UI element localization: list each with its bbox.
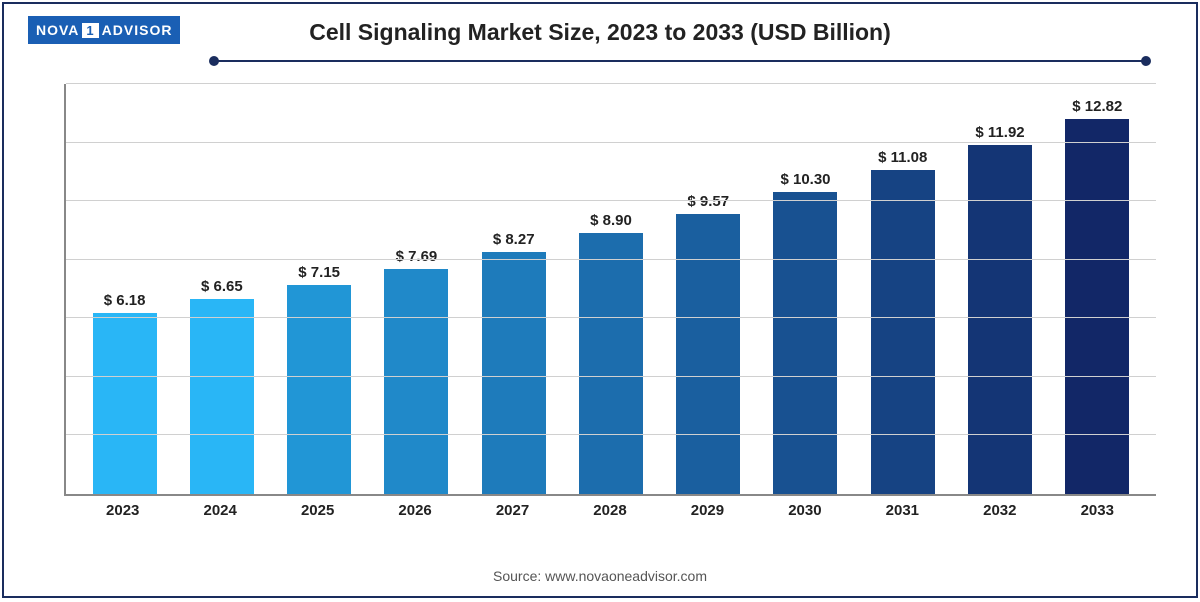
x-axis-label: 2023 <box>74 502 171 526</box>
bar <box>773 192 837 494</box>
bar-wrap: $ 7.15 <box>271 84 368 494</box>
source-text: Source: www.novaoneadvisor.com <box>4 568 1196 584</box>
bar-wrap: $ 6.18 <box>76 84 173 494</box>
bar <box>968 145 1032 494</box>
plot-area: $ 6.18 $ 6.65 $ 7.15 $ 7.69 $ 8.27 $ 8.90 $ 9.… <box>64 84 1156 496</box>
bar <box>482 252 546 494</box>
bar-value-label: $ 10.30 <box>780 171 830 188</box>
bar-wrap: $ 6.65 <box>173 84 270 494</box>
bar-chart: $ 6.18 $ 6.65 $ 7.15 $ 7.69 $ 8.27 $ 8.90 $ 9.… <box>64 84 1156 526</box>
grid-line <box>66 142 1156 143</box>
bar-value-label: $ 7.15 <box>298 264 340 281</box>
chart-title: Cell Signaling Market Size, 2023 to 2033… <box>4 19 1196 46</box>
bar-wrap: $ 9.57 <box>660 84 757 494</box>
bar-value-label: $ 8.27 <box>493 231 535 248</box>
x-axis-label: 2025 <box>269 502 366 526</box>
bar-wrap: $ 11.08 <box>854 84 951 494</box>
bar <box>93 313 157 494</box>
chart-frame: NOVA 1 ADVISOR Cell Signaling Market Siz… <box>2 2 1198 598</box>
x-axis-label: 2026 <box>366 502 463 526</box>
bar <box>190 299 254 494</box>
bar-value-label: $ 8.90 <box>590 212 632 229</box>
bar-value-label: $ 6.65 <box>201 278 243 295</box>
bar <box>384 269 448 494</box>
x-axis-label: 2033 <box>1049 502 1146 526</box>
bar-value-label: $ 12.82 <box>1072 98 1122 115</box>
grid-line <box>66 376 1156 377</box>
x-axis-label: 2030 <box>756 502 853 526</box>
bar <box>676 214 740 494</box>
bars-container: $ 6.18 $ 6.65 $ 7.15 $ 7.69 $ 8.27 $ 8.90 $ 9.… <box>76 84 1146 494</box>
x-axis-label: 2028 <box>561 502 658 526</box>
x-axis-label: 2024 <box>171 502 268 526</box>
bar-value-label: $ 9.57 <box>687 193 729 210</box>
x-axis-label: 2029 <box>659 502 756 526</box>
bar-value-label: $ 11.92 <box>975 124 1024 141</box>
bar-wrap: $ 7.69 <box>368 84 465 494</box>
grid-line <box>66 434 1156 435</box>
bar-value-label: $ 7.69 <box>396 248 438 265</box>
bar-value-label: $ 11.08 <box>878 149 927 166</box>
bar-wrap: $ 8.27 <box>465 84 562 494</box>
grid-line <box>66 200 1156 201</box>
bar-value-label: $ 6.18 <box>104 292 146 309</box>
bar <box>871 170 935 494</box>
bar-wrap: $ 12.82 <box>1049 84 1146 494</box>
title-divider <box>214 60 1146 62</box>
x-axis-label: 2032 <box>951 502 1048 526</box>
x-axis-label: 2027 <box>464 502 561 526</box>
bar-wrap: $ 11.92 <box>951 84 1048 494</box>
bar <box>1065 119 1129 494</box>
bar <box>287 285 351 494</box>
grid-line <box>66 259 1156 260</box>
bar-wrap: $ 8.90 <box>562 84 659 494</box>
grid-line <box>66 317 1156 318</box>
bar-wrap: $ 10.30 <box>757 84 854 494</box>
x-axis-labels: 2023202420252026202720282029203020312032… <box>74 502 1146 526</box>
x-axis-label: 2031 <box>854 502 951 526</box>
bar <box>579 233 643 494</box>
grid-line <box>66 83 1156 84</box>
